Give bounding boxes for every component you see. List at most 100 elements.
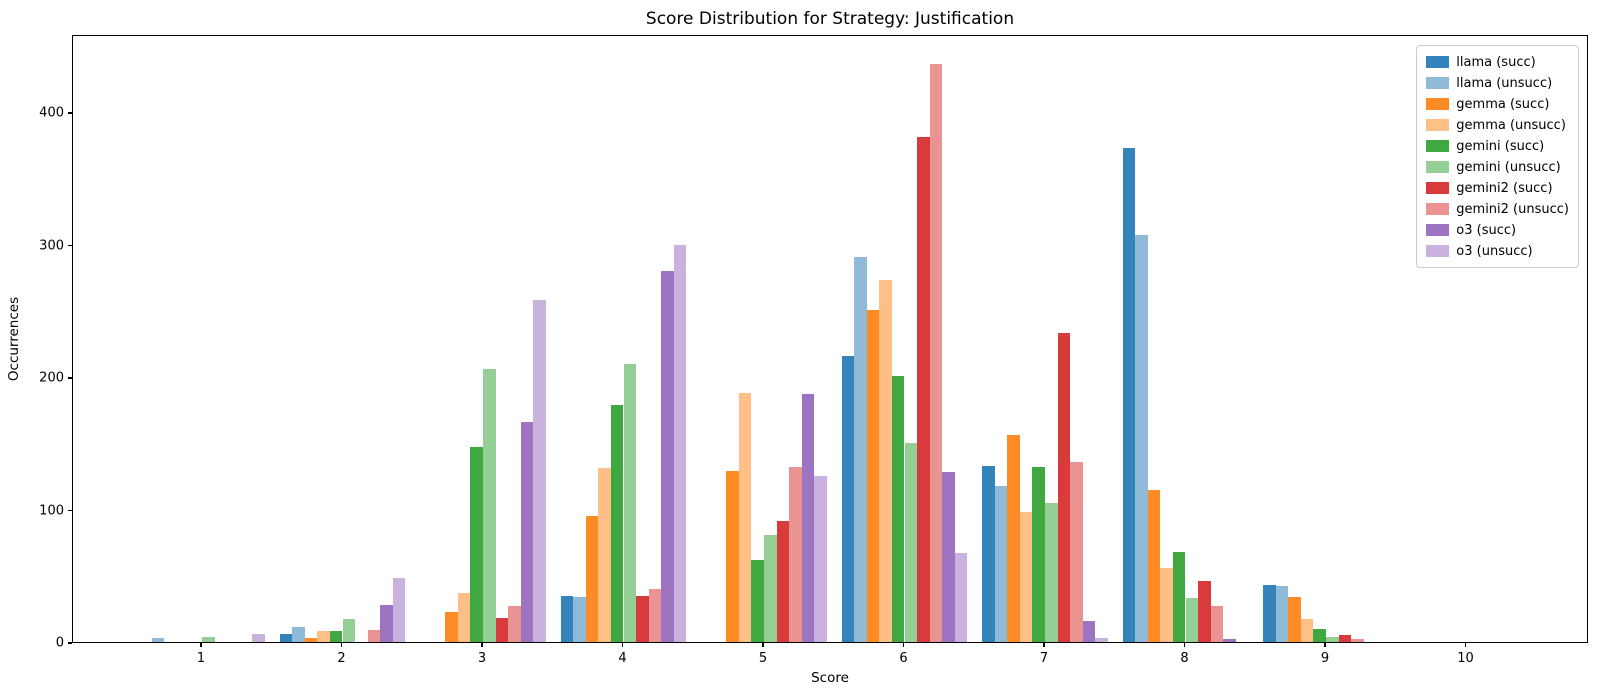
bar-gemini-unsucc-score-4	[623, 363, 637, 642]
y-axis-label: Occurrences	[6, 296, 22, 382]
bar-gemini2-unsucc-score-3	[508, 606, 521, 642]
bar-gemini-unsucc-score-9	[1326, 636, 1339, 642]
bar-llama-unsucc-score-1	[151, 638, 165, 642]
legend-label: o3 (unsucc)	[1456, 243, 1533, 259]
bar-llama-unsucc-score-7	[994, 485, 1008, 642]
bar-o3-succ-score-4	[661, 271, 674, 642]
x-tick-label: 10	[1457, 651, 1474, 666]
bar-gemma-unsucc-score-2	[317, 631, 330, 642]
x-tick-mark	[621, 643, 624, 647]
x-tick-mark	[1043, 643, 1045, 647]
legend-entry: gemma (succ)	[1426, 95, 1569, 113]
legend-swatch-icon	[1426, 77, 1450, 89]
bar-gemini-succ-score-4	[610, 404, 624, 642]
legend-swatch-icon	[1426, 245, 1450, 257]
x-tick-mark	[340, 643, 343, 647]
legend-label: gemma (succ)	[1456, 96, 1550, 112]
bar-llama-succ-score-4	[560, 595, 574, 642]
y-tick-label: 200	[39, 370, 64, 386]
bar-gemini2-unsucc-score-2	[367, 630, 381, 642]
bar-gemini-unsucc-score-5	[764, 534, 777, 642]
bar-gemini-succ-score-5	[751, 559, 764, 642]
x-tick-label: 5	[758, 651, 768, 666]
bar-gemma-unsucc-score-9	[1300, 619, 1314, 642]
x-tick-label: 3	[477, 651, 487, 666]
bar-o3-unsucc-score-5	[814, 476, 827, 642]
x-tick-mark	[1183, 643, 1186, 647]
bar-llama-succ-score-9	[1263, 585, 1276, 642]
y-tick-mark	[68, 642, 72, 644]
bar-o3-succ-score-7	[1082, 620, 1096, 642]
y-tick-mark	[68, 377, 72, 379]
legend-entry: gemma (unsucc)	[1426, 116, 1569, 134]
bar-llama-unsucc-score-6	[854, 256, 867, 642]
bar-gemini-unsucc-score-8	[1185, 598, 1199, 642]
legend-entry: gemini (succ)	[1426, 137, 1569, 155]
x-tick-mark	[481, 643, 483, 647]
legend-swatch-icon	[1426, 161, 1450, 173]
legend-swatch-icon	[1426, 224, 1450, 236]
bar-o3-succ-score-5	[801, 394, 815, 642]
x-tick-label: 1	[196, 651, 206, 666]
bar-gemini2-succ-score-7	[1057, 333, 1071, 642]
bar-gemini2-unsucc-score-5	[789, 467, 802, 642]
bar-gemini2-succ-score-5	[776, 521, 790, 642]
bar-o3-unsucc-score-1	[252, 634, 265, 642]
x-tick-label: 4	[618, 651, 627, 666]
bar-gemini2-succ-score-9	[1338, 635, 1352, 642]
bar-gemini-unsucc-score-3	[483, 369, 496, 642]
bar-llama-unsucc-score-8	[1135, 235, 1148, 642]
bar-gemma-unsucc-score-6	[879, 280, 892, 642]
bar-gemini2-succ-score-4	[636, 595, 649, 642]
bar-gemini-unsucc-score-1	[202, 636, 215, 642]
legend-swatch-icon	[1426, 119, 1450, 131]
legend-label: gemini (succ)	[1456, 138, 1545, 154]
bar-llama-succ-score-6	[841, 355, 855, 642]
y-tick-mark	[68, 112, 72, 114]
bar-gemma-succ-score-7	[1007, 435, 1020, 642]
bar-gemini2-unsucc-score-8	[1210, 606, 1224, 642]
bar-gemma-unsucc-score-3	[457, 593, 471, 642]
legend-swatch-icon	[1426, 140, 1450, 152]
x-tick-mark	[902, 643, 905, 647]
bar-o3-unsucc-score-4	[673, 244, 687, 642]
x-tick-mark	[762, 643, 764, 647]
bar-gemini2-unsucc-score-6	[929, 64, 943, 642]
x-tick-mark	[1464, 643, 1467, 647]
legend-entry: gemini2 (succ)	[1426, 179, 1569, 197]
legend: llama (succ) llama (unsucc) gemma (succ) ge…	[1416, 45, 1579, 268]
x-tick-label: 7	[1039, 651, 1049, 666]
y-tick-label: 400	[39, 105, 64, 121]
bar-gemma-succ-score-6	[866, 309, 880, 642]
bar-llama-succ-score-7	[982, 465, 995, 642]
bar-gemini-succ-score-8	[1172, 551, 1186, 642]
bar-gemini2-unsucc-score-4	[648, 589, 662, 642]
x-tick-label: 6	[899, 651, 908, 666]
legend-swatch-icon	[1426, 182, 1450, 194]
legend-label: gemini2 (unsucc)	[1456, 201, 1569, 217]
legend-label: llama (succ)	[1456, 54, 1536, 70]
x-tick-mark	[200, 643, 202, 647]
bar-llama-unsucc-score-9	[1275, 586, 1289, 642]
y-tick-label: 100	[39, 503, 64, 519]
bar-gemini-succ-score-9	[1313, 628, 1326, 642]
bar-o3-unsucc-score-2	[392, 578, 406, 642]
legend-label: gemini2 (succ)	[1456, 180, 1553, 196]
bar-gemini2-succ-score-8	[1198, 581, 1211, 642]
y-tick-label: 300	[39, 238, 64, 254]
legend-label: gemini (unsucc)	[1456, 159, 1561, 175]
legend-label: gemma (unsucc)	[1456, 117, 1566, 133]
legend-entry: gemini (unsucc)	[1426, 158, 1569, 176]
bar-llama-unsucc-score-4	[573, 596, 586, 642]
x-tick-label: 8	[1180, 651, 1189, 666]
bar-gemma-succ-score-4	[585, 516, 599, 642]
bar-o3-unsucc-score-7	[1095, 638, 1108, 642]
bar-o3-unsucc-score-6	[954, 553, 968, 642]
bar-o3-unsucc-score-3	[533, 300, 546, 642]
bar-gemma-succ-score-8	[1147, 489, 1161, 642]
bar-llama-succ-score-8	[1122, 147, 1136, 642]
bar-o3-succ-score-6	[942, 472, 955, 642]
y-tick-mark	[68, 509, 72, 512]
bar-o3-succ-score-8	[1223, 639, 1236, 642]
